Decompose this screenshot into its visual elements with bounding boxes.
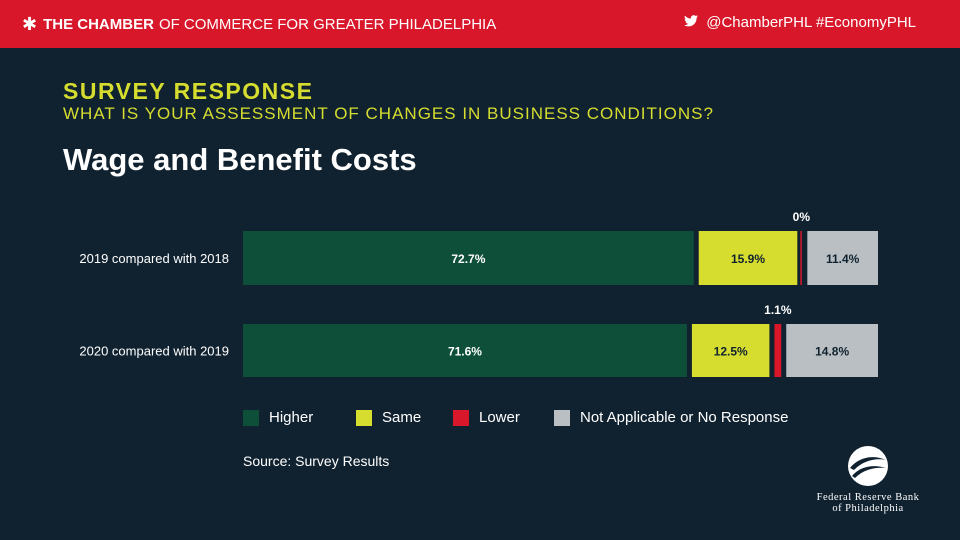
legend-item-same: Same (356, 409, 421, 426)
survey-question: WHAT IS YOUR ASSESSMENT OF CHANGES IN BU… (63, 104, 714, 123)
bar-higher-1 (243, 231, 694, 285)
legend-item-na: Not Applicable or No Response (554, 409, 788, 426)
chamber-brand: ✱ THE CHAMBER OF COMMERCE FOR GREATER PH… (22, 14, 496, 35)
data-label-lower-1: 0% (793, 210, 811, 224)
bar-not-applicable-or-no-response-1 (807, 231, 878, 285)
legend-label-lower: Lower (479, 409, 520, 426)
legend-swatch-same (356, 409, 372, 426)
handle-text: @ChamberPHL #EconomyPHL (706, 14, 916, 31)
legend-swatch-lower (453, 409, 469, 426)
bar-lower-2 (774, 324, 782, 377)
section-kicker: SURVEY RESPONSE (63, 78, 314, 104)
bar-not-applicable-or-no-response-2 (786, 324, 878, 377)
bar-same-1 (698, 231, 798, 285)
chamber-name-bold: THE CHAMBER (43, 16, 154, 33)
legend-label-higher: Higher (269, 409, 314, 426)
data-label-higher-1: 72.7% (451, 252, 485, 266)
data-label-not-applicable-or-no-response-1: 11.4% (826, 252, 860, 266)
legend-label-same: Same (382, 409, 422, 426)
bar-lower-1 (800, 231, 802, 285)
eagle-emblem-icon (848, 446, 888, 486)
data-label-not-applicable-or-no-response-2: 14.8% (815, 345, 849, 359)
star-logo-icon: ✱ (22, 14, 38, 34)
data-label-higher-2: 71.6% (448, 345, 482, 359)
data-label-lower-2: 1.1% (764, 303, 792, 317)
bar-same-2 (691, 324, 770, 377)
chart-title: Wage and Benefit Costs (63, 142, 417, 177)
twitter-bird-icon (684, 14, 702, 31)
header-bar: ✱ THE CHAMBER OF COMMERCE FOR GREATER PH… (0, 0, 960, 48)
source-note: Source: Survey Results (243, 453, 390, 469)
data-label-same-1: 15.9% (731, 252, 765, 266)
chamber-name-rest: OF COMMERCE FOR GREATER PHILADELPHIA (158, 16, 497, 33)
bar-higher-2 (243, 324, 687, 377)
legend-item-higher: Higher (243, 409, 313, 426)
social-handle: @ChamberPHL #EconomyPHL (684, 14, 916, 31)
fed-name-line2: of Philadelphia (832, 503, 904, 514)
category-label: 2019 compared with 2018 (79, 251, 229, 266)
legend-label-na: Not Applicable or No Response (580, 409, 789, 426)
data-label-same-2: 12.5% (714, 345, 748, 359)
legend-swatch-higher (243, 409, 259, 426)
legend-item-lower: Lower (453, 409, 520, 426)
stacked-bar-chart: 2019 compared with 2018 72.7% 15.9% 0% 11.4%… (79, 210, 878, 377)
fed-name-line1: Federal Reserve Bank (816, 492, 920, 503)
category-label: 2020 compared with 2019 (79, 344, 229, 359)
fed-logo: Federal Reserve Bank of Philadelphia (808, 444, 928, 514)
legend-swatch-na (554, 409, 570, 426)
